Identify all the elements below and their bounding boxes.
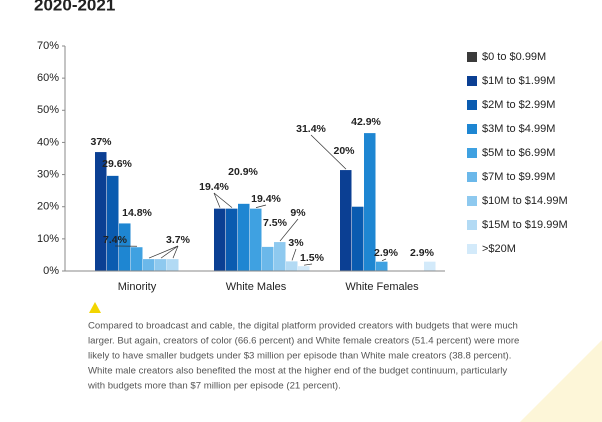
note-line: White male creators also benefited the m… <box>88 366 507 377</box>
note-line: Compared to broadcast and cable, the dig… <box>88 321 518 332</box>
bar <box>340 170 352 271</box>
data-label: 3% <box>288 237 304 249</box>
bar <box>107 175 119 271</box>
data-label: 37% <box>90 136 112 148</box>
note-icon <box>89 302 101 313</box>
leader-line <box>255 204 267 208</box>
bar <box>286 261 298 271</box>
y-tick-label: 20% <box>37 201 59 213</box>
data-label: 20.9% <box>228 166 258 178</box>
legend-label: $10M to $14.99M <box>482 195 568 207</box>
bar <box>352 206 364 271</box>
legend-swatch <box>467 148 477 158</box>
data-label: 19.4% <box>251 193 281 205</box>
data-label: 7.4% <box>103 234 128 246</box>
legend-label: $5M to $6.99M <box>482 147 555 159</box>
leader-line <box>381 258 387 262</box>
y-tick-label: 40% <box>37 136 59 148</box>
data-label: 42.9% <box>351 116 381 128</box>
x-tick-label: White Females <box>345 281 419 293</box>
data-label: 20% <box>333 145 355 157</box>
legend-swatch <box>467 124 477 134</box>
corner-decoration <box>520 340 602 422</box>
legend-swatch <box>467 100 477 110</box>
legend-swatch <box>467 220 477 230</box>
bar <box>214 208 226 271</box>
legend-swatch <box>467 196 477 206</box>
leader-line <box>310 134 347 170</box>
legend-label: $15M to $19.99M <box>482 219 568 231</box>
x-tick-label: White Males <box>226 281 287 293</box>
bar <box>424 261 436 271</box>
legend-label: $2M to $2.99M <box>482 99 555 111</box>
note-line: with budgets more than $7 million per ep… <box>87 381 341 392</box>
leader-line <box>291 248 297 261</box>
leader-line <box>148 245 179 259</box>
bar <box>298 266 310 271</box>
legend-swatch <box>467 52 477 62</box>
bar <box>364 133 376 271</box>
y-tick-label: 60% <box>37 72 59 84</box>
legend-label: $3M to $4.99M <box>482 123 555 135</box>
y-tick-label: 50% <box>37 104 59 116</box>
data-label: 2.9% <box>374 247 399 259</box>
data-label: 19.4% <box>199 181 229 193</box>
leader-line <box>160 245 179 259</box>
bar <box>262 246 274 271</box>
bar <box>274 242 286 271</box>
bar <box>250 208 262 271</box>
data-label: 29.6% <box>102 158 132 170</box>
data-label: 3.7% <box>166 234 191 246</box>
legend-label: >$20M <box>482 243 516 255</box>
legend-label: $1M to $1.99M <box>482 75 555 87</box>
bar <box>95 152 107 271</box>
legend-swatch <box>467 76 477 86</box>
note-line: larger. But again, creators of color (66… <box>88 336 519 347</box>
bar <box>119 223 131 271</box>
data-label: 9% <box>290 207 306 219</box>
leader-line <box>172 245 179 259</box>
leader-line <box>303 263 313 266</box>
y-tick-label: 70% <box>37 40 59 52</box>
bar <box>226 208 238 271</box>
x-tick-label: Minority <box>118 281 157 293</box>
y-tick-label: 30% <box>37 168 59 180</box>
note-line: likely to have smaller budgets under $3 … <box>88 351 511 362</box>
legend-swatch <box>467 172 477 182</box>
data-label: 1.5% <box>300 252 325 264</box>
data-label: 2.9% <box>410 247 435 259</box>
data-label: 14.8% <box>122 207 152 219</box>
y-tick-label: 0% <box>43 265 59 277</box>
bar <box>238 203 250 271</box>
y-tick-label: 10% <box>37 233 59 245</box>
leader-line <box>213 192 221 208</box>
leader-line <box>213 192 233 208</box>
bar <box>131 247 143 271</box>
legend-label: $0 to $0.99M <box>482 51 546 63</box>
legend-swatch <box>467 244 477 254</box>
bar <box>376 261 388 271</box>
bar <box>155 259 167 271</box>
bar <box>143 259 155 271</box>
legend-label: $7M to $9.99M <box>482 171 555 183</box>
bar <box>167 259 179 271</box>
data-label: 31.4% <box>296 123 326 135</box>
data-label: 7.5% <box>263 217 288 229</box>
chart-title: 2020-2021 <box>34 0 115 14</box>
leader-line <box>279 218 299 242</box>
